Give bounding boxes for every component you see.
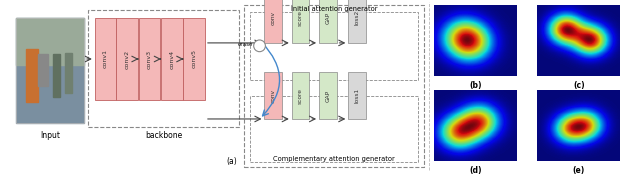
Text: conv: conv [271, 89, 276, 103]
Text: erase: erase [237, 42, 253, 47]
Bar [26, 49, 38, 102]
Text: (b): (b) [469, 81, 482, 90]
Text: conv1: conv1 [103, 49, 108, 68]
Bar [184, 18, 205, 100]
Bar [264, 0, 282, 43]
Bar [250, 12, 417, 80]
Bar [538, 5, 620, 76]
Text: conv2: conv2 [124, 49, 129, 69]
Bar [16, 18, 84, 123]
Text: (e): (e) [573, 166, 585, 175]
Text: conv4: conv4 [170, 49, 174, 69]
Bar [250, 96, 417, 162]
Bar [264, 72, 282, 119]
Text: Input: Input [40, 131, 60, 140]
Bar [292, 0, 309, 43]
Text: GAP: GAP [325, 89, 330, 102]
Text: Initial attention generator: Initial attention generator [291, 6, 378, 12]
Text: backbone: backbone [145, 131, 182, 140]
Bar [538, 90, 620, 161]
Bar [348, 0, 366, 43]
Bar [88, 10, 239, 127]
Bar [116, 18, 138, 100]
Circle shape [253, 40, 266, 52]
Text: (d): (d) [469, 166, 482, 175]
Bar [319, 0, 337, 43]
Text: loss1: loss1 [355, 88, 360, 103]
Bar [319, 72, 337, 119]
Text: score: score [298, 10, 303, 26]
Text: score: score [298, 88, 303, 103]
Bar [292, 72, 309, 119]
Bar [161, 18, 182, 100]
Bar [65, 53, 72, 93]
Text: conv5: conv5 [192, 49, 196, 68]
Bar [244, 5, 424, 167]
Text: conv: conv [271, 11, 276, 25]
Text: (c): (c) [573, 81, 585, 90]
Bar [53, 54, 60, 97]
Bar [95, 18, 116, 100]
Text: (a): (a) [227, 157, 237, 166]
Bar [38, 54, 48, 86]
Bar [348, 72, 366, 119]
Text: conv3: conv3 [147, 49, 152, 69]
Text: loss2: loss2 [355, 10, 360, 25]
Bar [16, 18, 84, 65]
Text: GAP: GAP [325, 11, 330, 24]
Text: Complementary attention generator: Complementary attention generator [273, 156, 395, 162]
Bar [139, 18, 160, 100]
Bar [16, 18, 84, 123]
Bar [434, 5, 517, 76]
Bar [434, 90, 517, 161]
